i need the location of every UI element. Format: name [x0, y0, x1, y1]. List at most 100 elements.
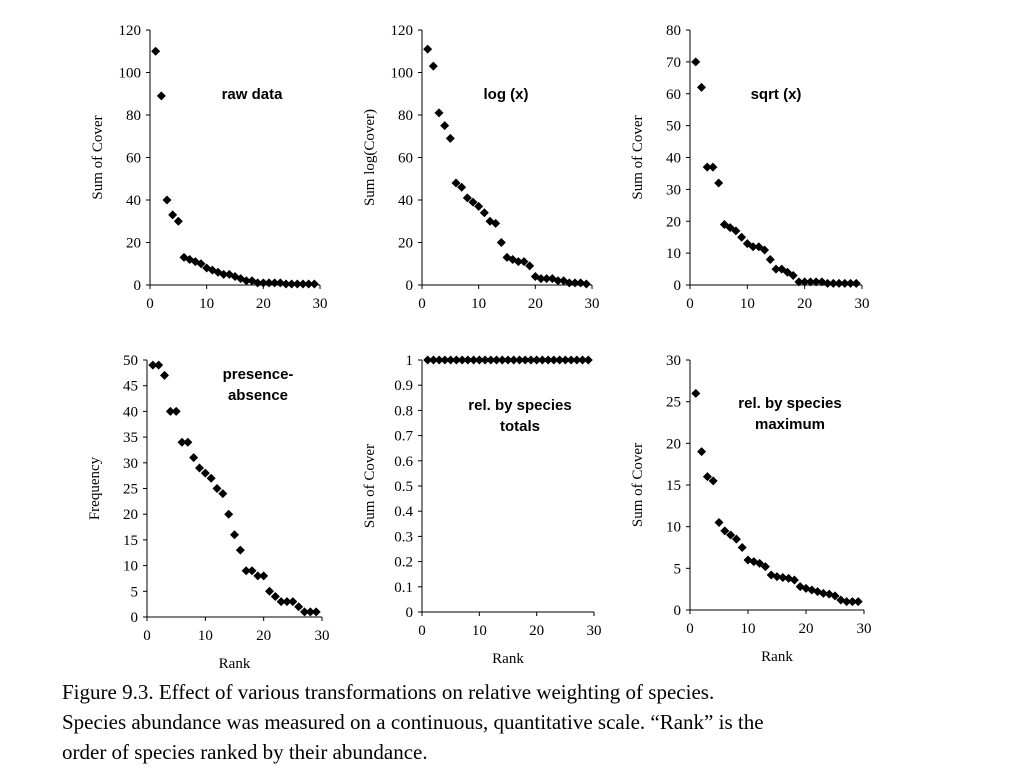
data-point: [183, 437, 193, 447]
x-axis-label: Rank: [492, 651, 524, 667]
data-point: [697, 447, 707, 457]
data-point: [760, 245, 770, 255]
data-point: [275, 278, 285, 288]
panel-title: raw data: [222, 86, 284, 103]
data-point: [428, 61, 438, 71]
data-point: [241, 566, 251, 576]
x-tick-label: 0: [143, 628, 151, 644]
y-tick-label: 40: [666, 151, 681, 167]
data-point: [224, 509, 234, 519]
data-point: [564, 278, 574, 288]
x-tick-label: 0: [146, 296, 154, 312]
data-point: [702, 472, 712, 482]
y-axis-label: Sum of Cover: [630, 115, 646, 199]
y-tick-label: 25: [123, 482, 138, 498]
panel-title: absence: [228, 387, 288, 404]
data-point: [434, 108, 444, 118]
data-point: [235, 545, 245, 555]
data-point: [794, 277, 804, 287]
y-tick-label: 100: [391, 66, 414, 82]
y-tick-label: 40: [398, 193, 413, 209]
y-tick-label: 20: [398, 236, 413, 252]
x-tick-label: 10: [740, 296, 755, 312]
x-tick-label: 30: [587, 623, 602, 639]
panel-title: log (x): [484, 86, 529, 103]
y-tick-label: 120: [119, 23, 142, 39]
data-point: [189, 453, 199, 463]
data-point: [151, 46, 161, 56]
data-point: [570, 278, 580, 288]
data-point: [287, 279, 297, 289]
data-point: [789, 575, 799, 585]
y-axis-label: Frequency: [87, 456, 103, 520]
x-tick-label: 30: [585, 296, 600, 312]
y-tick-label: 0: [406, 278, 414, 294]
data-point: [542, 274, 552, 284]
y-tick-label: 0: [131, 610, 139, 626]
data-point: [270, 278, 280, 288]
x-axis-label: Rank: [219, 656, 251, 672]
data-point: [520, 355, 530, 365]
y-tick-label: 0: [674, 603, 682, 619]
x-tick-label: 20: [256, 296, 271, 312]
y-tick-label: 0: [134, 278, 142, 294]
data-point: [474, 201, 484, 211]
y-axis-label: Sum of Cover: [90, 115, 106, 199]
y-tick-label: 40: [126, 193, 141, 209]
data-point: [463, 355, 473, 365]
y-tick-label: 20: [666, 436, 681, 452]
data-point: [196, 259, 206, 269]
y-tick-label: 50: [666, 119, 681, 135]
data-point: [842, 597, 852, 607]
x-tick-label: 30: [315, 628, 330, 644]
data-point: [549, 355, 559, 365]
y-tick-label: 80: [666, 23, 681, 39]
data-point: [828, 278, 838, 288]
y-tick-label: 10: [666, 246, 681, 262]
data-point: [173, 216, 183, 226]
data-point: [479, 208, 489, 218]
panel-1: 0 20 40 60 80 100 120 0 10 20 30 Sum of Cover raw da…: [90, 23, 328, 312]
data-point: [800, 277, 810, 287]
y-axis-label: Sum of Cover: [630, 443, 646, 527]
x-tick-label: 0: [418, 296, 426, 312]
data-point: [760, 562, 770, 572]
panel-title: rel. by species: [468, 397, 571, 414]
data-point: [578, 355, 588, 365]
data-point: [434, 355, 444, 365]
data-point: [177, 437, 187, 447]
panel-title: maximum: [755, 416, 825, 433]
y-tick-label: 0.1: [394, 580, 413, 596]
data-point: [519, 257, 529, 267]
panel-2: 0 20 40 60 80 100 120 0 10 20 30 Sum log(Cover) log …: [362, 23, 600, 312]
data-point: [156, 91, 166, 101]
data-point: [440, 355, 450, 365]
y-tick-label: 1: [406, 353, 414, 369]
x-tick-label: 0: [418, 623, 426, 639]
data-point: [536, 274, 546, 284]
y-tick-label: 10: [666, 520, 681, 536]
data-point: [451, 355, 461, 365]
y-tick-label: 45: [123, 379, 138, 395]
data-point: [200, 468, 210, 478]
data-point: [737, 543, 747, 552]
y-tick-label: 20: [666, 214, 681, 230]
data-point: [423, 44, 433, 54]
data-point: [162, 195, 172, 205]
data-point: [543, 355, 553, 365]
y-tick-label: 30: [123, 456, 138, 472]
data-point: [270, 591, 280, 601]
data-point: [691, 388, 701, 398]
x-tick-label: 20: [799, 621, 814, 637]
y-tick-label: 70: [666, 55, 681, 71]
data-point: [708, 476, 718, 486]
x-tick-label: 10: [199, 296, 214, 312]
data-point: [755, 558, 765, 568]
data-point: [492, 355, 502, 365]
panel-3: 0 10 20 30 40 50 60 70 80 0 10 20 30 Sum of Cover sqrt…: [630, 23, 870, 312]
panel-title: presence-: [223, 366, 294, 383]
data-point: [259, 571, 269, 581]
y-axis-label: Sum log(Cover): [362, 109, 378, 206]
data-point: [265, 586, 274, 596]
